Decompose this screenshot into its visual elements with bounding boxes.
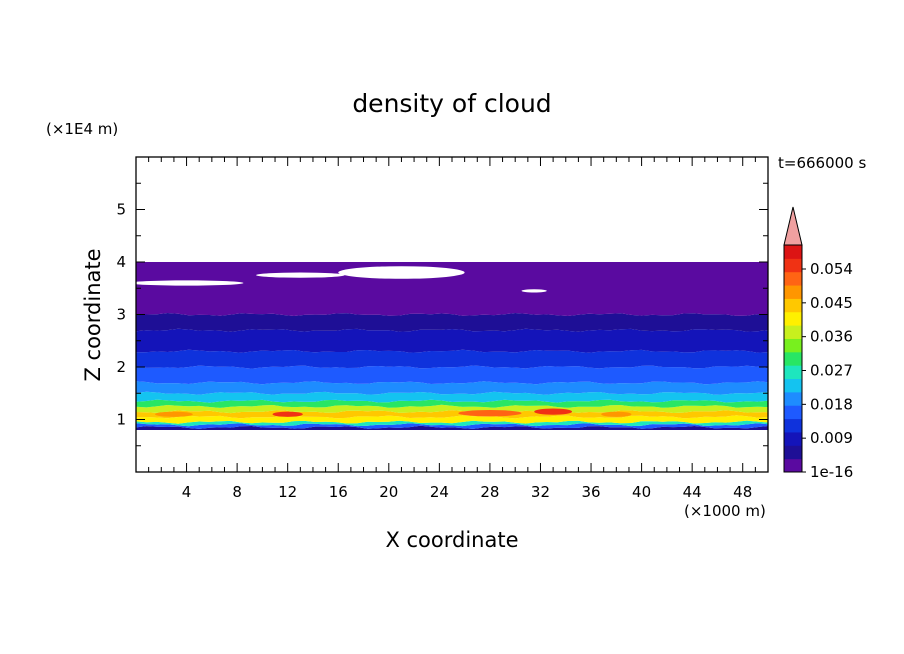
y-tick-label: 4 <box>116 253 126 271</box>
cloud-gap <box>256 272 345 278</box>
x-tick-label: 32 <box>531 483 550 501</box>
cloud-gap <box>521 289 547 293</box>
y-tick-label: 2 <box>116 358 126 376</box>
colorbar-segment <box>784 271 802 286</box>
contour-band <box>136 349 768 369</box>
cloud-gap <box>136 280 244 286</box>
colorbar-label: 0.027 <box>810 362 853 380</box>
contour-band <box>136 404 768 414</box>
contour-band <box>136 415 768 424</box>
contour-band <box>136 365 768 385</box>
colorbar-segment <box>784 431 802 446</box>
contour-band <box>136 391 768 403</box>
colorbar-segment <box>784 245 802 259</box>
colorbar-segment <box>784 445 802 460</box>
contour-band <box>136 399 768 408</box>
contour-band <box>136 425 768 430</box>
x-tick-label: 24 <box>430 483 449 501</box>
x-tick-label: 8 <box>232 483 242 501</box>
colorbar-frame <box>783 244 803 473</box>
contour-band <box>136 313 768 332</box>
colorbar-segment <box>784 458 802 473</box>
x-tick-label: 40 <box>632 483 651 501</box>
x-axis-label: X coordinate <box>385 528 518 552</box>
colorbar-label: 0.045 <box>810 294 853 312</box>
colorbar-label: 0.054 <box>810 260 853 278</box>
y-tick-label: 1 <box>116 411 126 429</box>
x-tick-label: 28 <box>480 483 499 501</box>
colorbar-segment <box>784 418 802 433</box>
contour-band <box>136 328 768 353</box>
x-tick-label: 4 <box>182 483 192 501</box>
colorbar-label: 0.036 <box>810 328 853 346</box>
x-tick-label: 44 <box>683 483 702 501</box>
x-unit-label: (×1000 m) <box>684 502 766 520</box>
colorbar-segment <box>784 285 802 299</box>
hot-spot <box>154 411 193 417</box>
x-tick-label: 20 <box>379 483 398 501</box>
colorbar: 1e-16 0.009 0.018 0.027 0.036 0.045 0.054 <box>783 206 853 481</box>
x-tick-label: 12 <box>278 483 297 501</box>
colorbar-segment <box>784 365 802 380</box>
x-tick-label: 16 <box>329 483 348 501</box>
colorbar-label: 0.009 <box>810 429 853 447</box>
hot-spot <box>601 411 632 417</box>
colorbar-label: 0.018 <box>810 395 853 413</box>
colorbar-label: 1e-16 <box>810 463 853 481</box>
colorbar-segment <box>784 311 802 326</box>
y-tick-label: 3 <box>116 306 126 324</box>
y-unit-label: (×1E4 m) <box>46 120 118 138</box>
y-tick-label: 5 <box>116 201 126 219</box>
contour-band <box>136 423 768 429</box>
colorbar-segment <box>784 391 802 406</box>
colorbar-segment <box>784 258 802 273</box>
x-tick-label: 36 <box>581 483 600 501</box>
chart-title: density of cloud <box>352 89 551 118</box>
colorbar-segment <box>784 378 802 393</box>
colorbar-segment <box>784 351 802 366</box>
hot-spot <box>458 410 522 417</box>
contour-field <box>136 262 768 430</box>
contour-band <box>136 420 768 427</box>
x-tick-label: 48 <box>733 483 752 501</box>
colorbar-segment <box>784 405 802 420</box>
colorbar-segment <box>784 298 802 313</box>
colorbar-segment <box>784 325 802 339</box>
time-label: t=666000 s <box>778 154 866 172</box>
y-axis-label: Z coordinate <box>81 248 105 381</box>
hot-spot <box>272 411 303 417</box>
colorbar-segment <box>784 338 802 353</box>
hot-spot <box>534 408 573 415</box>
colorbar-extension <box>783 206 803 246</box>
contour-band <box>136 381 768 395</box>
cloud-gap <box>338 266 465 279</box>
